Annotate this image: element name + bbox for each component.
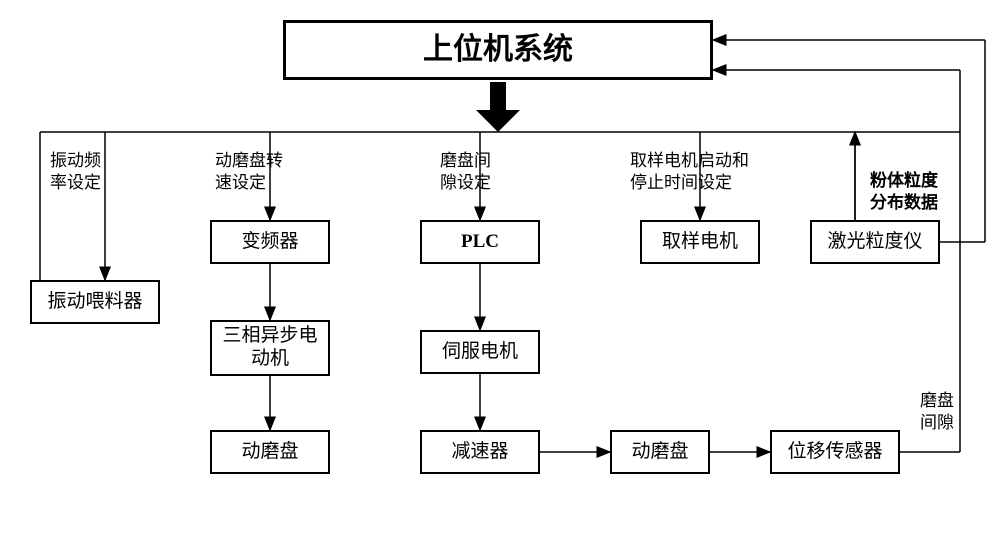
disk-speed-label: 动磨盘转 速设定 — [215, 150, 283, 194]
sampling-motor-label: 取样电机 — [662, 231, 738, 254]
gap-setting-label: 磨盘间 隙设定 — [440, 150, 491, 194]
servo-motor-label: 伺服电机 — [442, 341, 518, 364]
particle-size-data-label: 粉体粒度 分布数据 — [870, 170, 938, 214]
sampling-time-label: 取样电机启动和 停止时间设定 — [630, 150, 749, 194]
three-phase-motor-label: 三相异步电 动机 — [222, 325, 317, 371]
three-phase-motor-box: 三相异步电 动机 — [210, 320, 330, 376]
displacement-sensor-label: 位移传感器 — [787, 441, 882, 464]
laser-granulometer-label: 激光粒度仪 — [827, 231, 922, 254]
laser-granulometer-box: 激光粒度仪 — [810, 220, 940, 264]
displacement-sensor-box: 位移传感器 — [770, 430, 900, 474]
diagram-canvas: 上位机系统 振动喂料器 变频器 三相异步电 动机 动磨盘 PLC 伺服电机 减速… — [0, 0, 1000, 540]
gap-feedback-label: 磨盘 间隙 — [920, 390, 954, 434]
vibration-feeder-label: 振动喂料器 — [47, 291, 142, 314]
servo-motor-box: 伺服电机 — [420, 330, 540, 374]
reducer-box: 减速器 — [420, 430, 540, 474]
vibration-frequency-label: 振动频 率设定 — [50, 150, 101, 194]
plc-label: PLC — [461, 231, 499, 254]
host-system-label: 上位机系统 — [423, 32, 573, 68]
plc-box: PLC — [420, 220, 540, 264]
moving-disk-2-label: 动磨盘 — [631, 441, 688, 464]
vibration-feeder-box: 振动喂料器 — [30, 280, 160, 324]
moving-disk-2-box: 动磨盘 — [610, 430, 710, 474]
sampling-motor-box: 取样电机 — [640, 220, 760, 264]
inverter-box: 变频器 — [210, 220, 330, 264]
moving-disk-1-label: 动磨盘 — [241, 441, 298, 464]
inverter-label: 变频器 — [241, 231, 298, 254]
host-system-box: 上位机系统 — [283, 20, 713, 80]
reducer-label: 减速器 — [451, 441, 508, 464]
moving-disk-1-box: 动磨盘 — [210, 430, 330, 474]
